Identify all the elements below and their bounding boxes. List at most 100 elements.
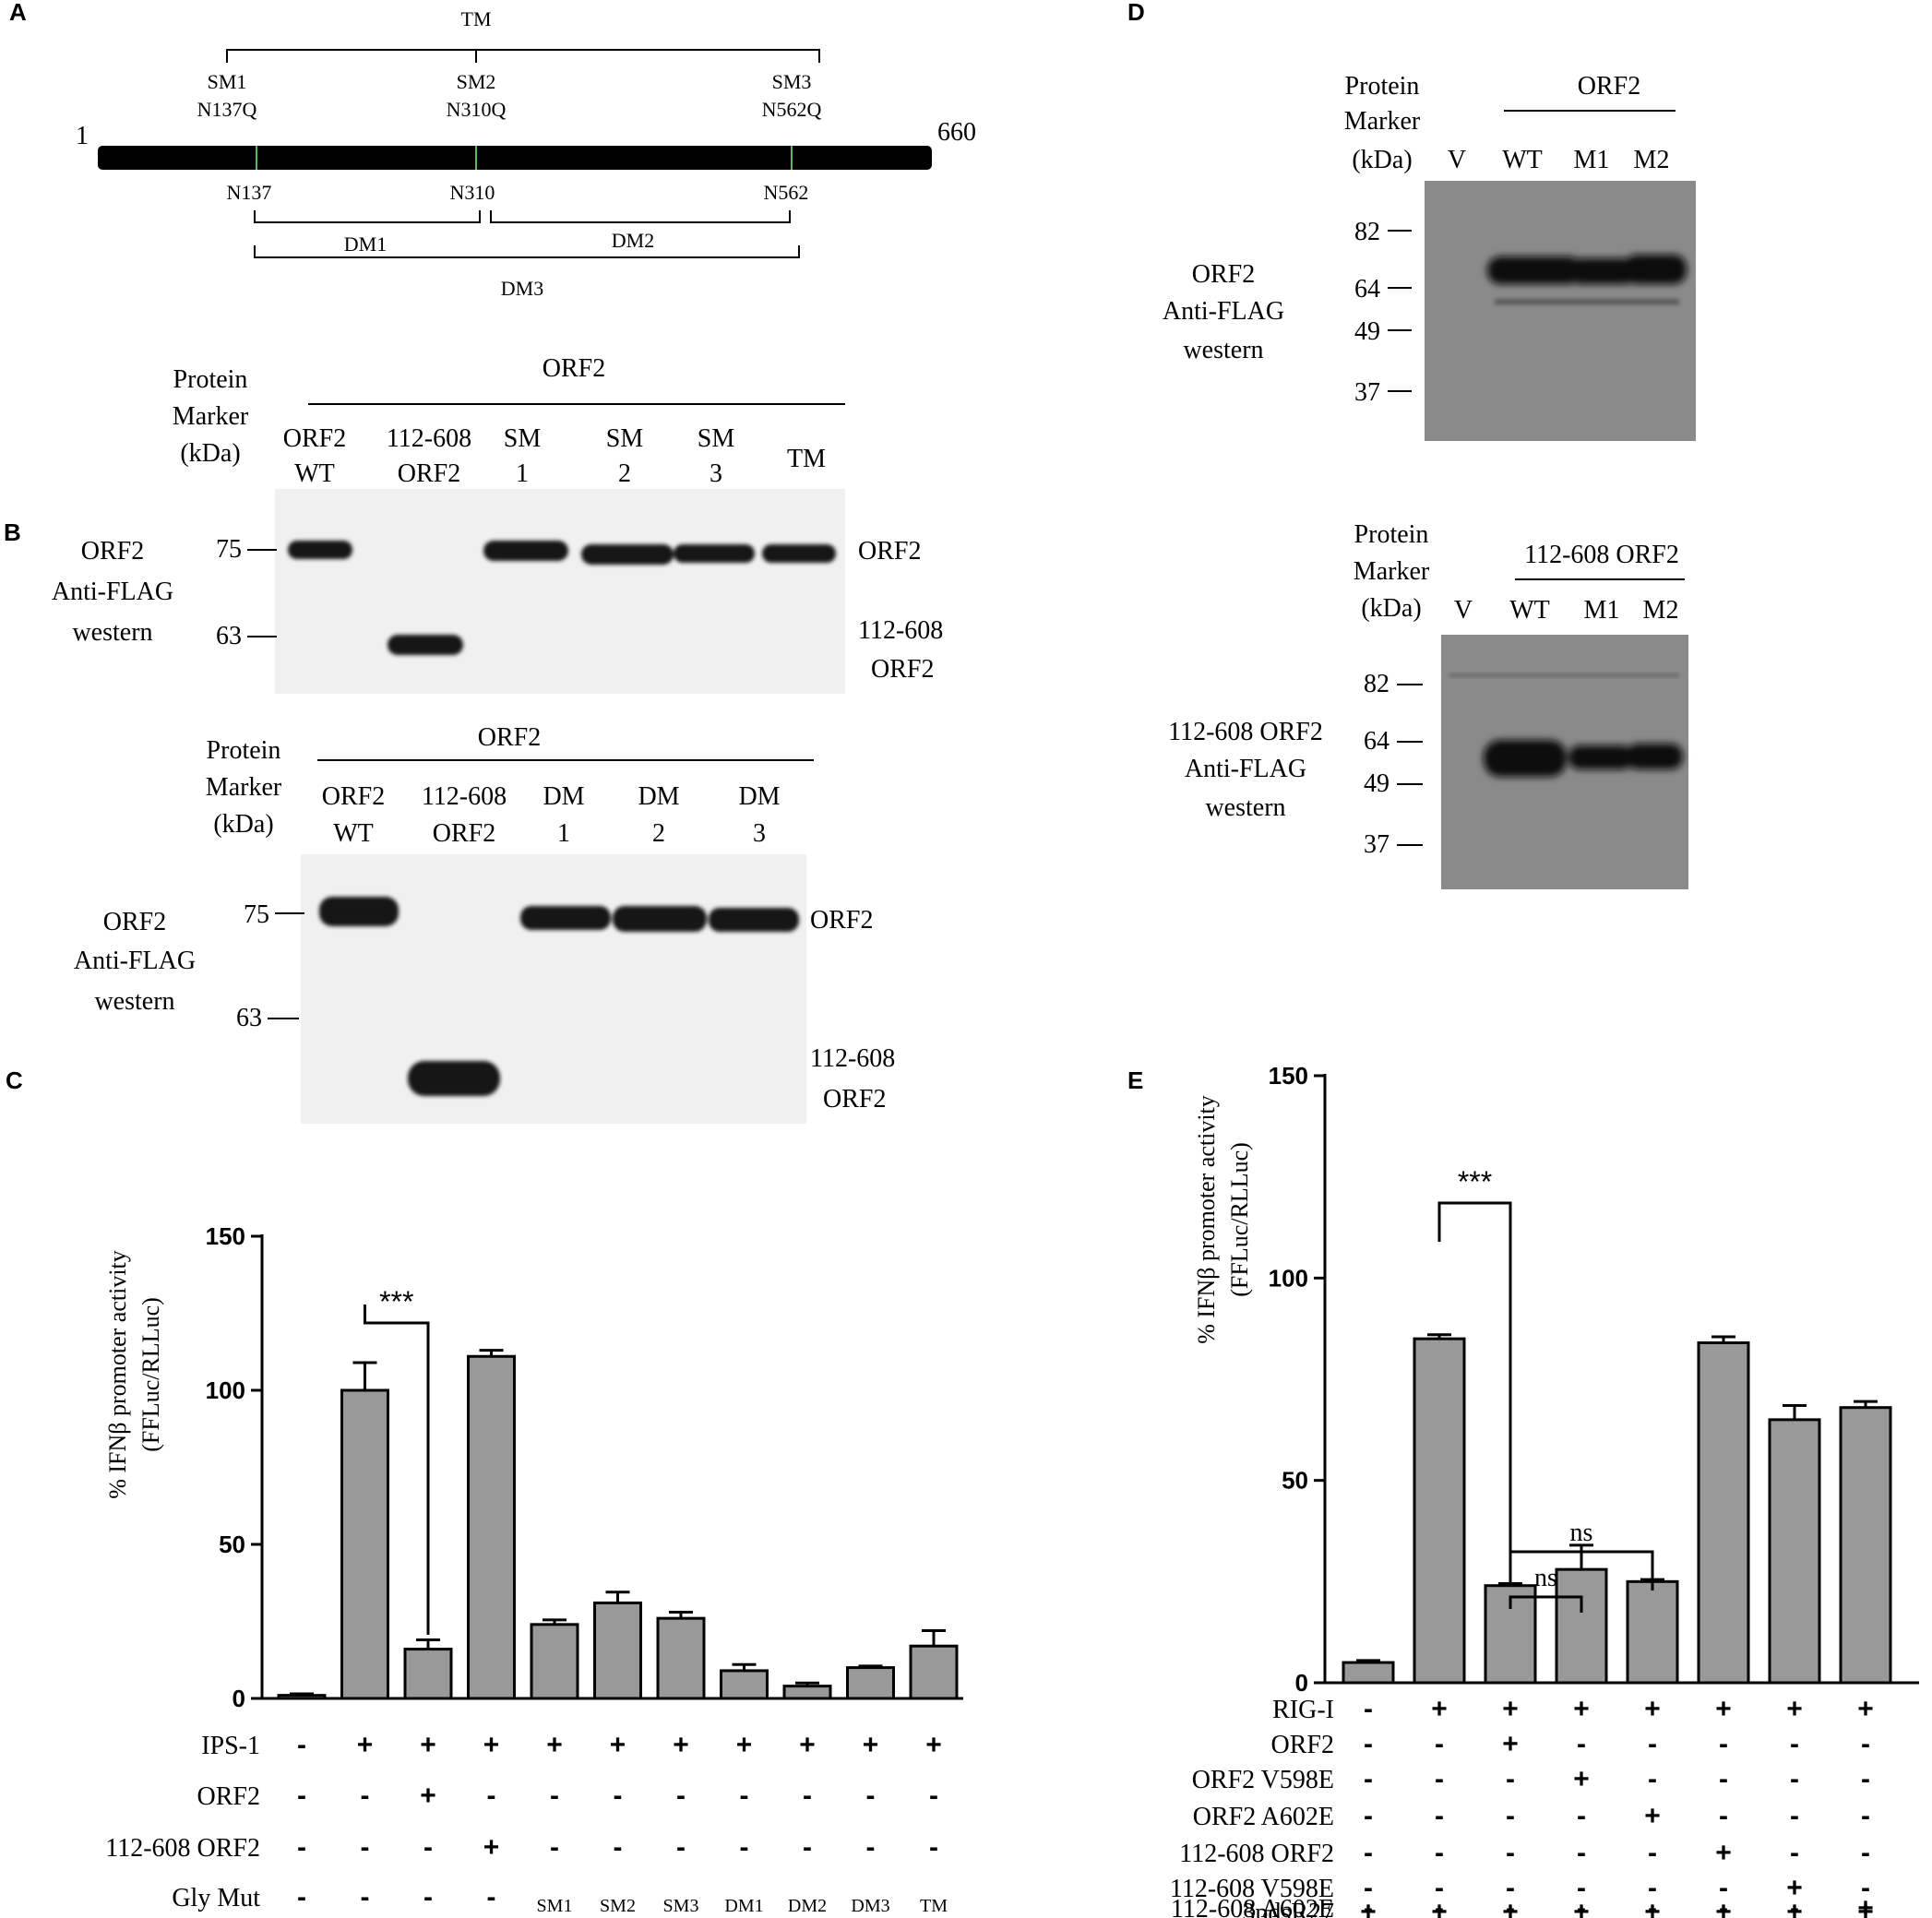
lane-label: 112-608 <box>387 424 471 453</box>
marker-title-line3: (kDa) <box>1352 146 1412 174</box>
significance-bracket <box>364 1304 430 1635</box>
condition-mark: - <box>1435 1729 1444 1759</box>
group-label: ORF2 <box>478 723 541 752</box>
condition-mark: - <box>1506 1801 1515 1831</box>
y-tick-label: 100 <box>206 1376 245 1404</box>
marker-title-line1: Protein <box>1354 520 1429 549</box>
condition-mark: + <box>483 1832 500 1863</box>
condition-label: 112-608 ORF2 <box>1179 1840 1334 1868</box>
condition-mark: + <box>1502 1729 1519 1759</box>
condition-mark: - <box>1364 1893 1373 1918</box>
site-sm3-mut: N562Q <box>762 98 822 121</box>
group-label: ORF2 <box>1578 72 1640 101</box>
site-n137: N137 <box>227 181 272 204</box>
significance-label: ns <box>1534 1564 1557 1592</box>
lane-label: WT <box>294 459 335 488</box>
lane-label: M1 <box>1574 146 1610 174</box>
significance-label: *** <box>1458 1165 1492 1198</box>
condition-mark: + <box>357 1730 374 1760</box>
y-tick-label: 150 <box>206 1222 245 1250</box>
condition-mark: - <box>1790 1764 1799 1794</box>
lane-label: V <box>1454 596 1473 625</box>
band-label-orf2: ORF2 <box>810 906 873 935</box>
band <box>408 1061 500 1096</box>
bar <box>1626 1579 1679 1685</box>
condition-mark: - <box>1364 1764 1373 1794</box>
panel-letter-c: C <box>6 1066 23 1094</box>
panel-letter-b: B <box>4 518 21 546</box>
condition-mark: - <box>614 1832 623 1863</box>
y-tick-label: 0 <box>1295 1669 1308 1697</box>
condition-mark: - <box>1719 1729 1728 1759</box>
condition-mark: + <box>925 1730 942 1760</box>
condition-mark: - <box>1506 1893 1515 1918</box>
condition-label: ORF2 V598E <box>1192 1766 1334 1794</box>
condition-mark: - <box>1364 1801 1373 1831</box>
condition-mark: - <box>1648 1729 1657 1759</box>
lane-label: 1 <box>516 459 529 488</box>
marker-title-line1: Protein <box>1345 72 1420 101</box>
bar <box>1555 1567 1608 1685</box>
marker-37: 37 <box>1364 830 1389 859</box>
band-label-112-608: 112-608 <box>810 1044 895 1073</box>
condition-label: 112-608 V598E <box>1170 1875 1334 1903</box>
condition-mark: + <box>1786 1897 1803 1918</box>
condition-mark: + <box>863 1730 879 1760</box>
band <box>520 906 611 930</box>
marker-title-line2: Marker <box>1354 557 1430 586</box>
marker-75: 75 <box>244 900 269 929</box>
significance-bracket <box>1437 1201 1512 1585</box>
band <box>288 541 352 559</box>
lane-label: ORF2 <box>398 459 460 488</box>
condition-mark: - <box>929 1781 938 1811</box>
condition-mark: + <box>1857 1897 1874 1918</box>
bar <box>656 1616 706 1700</box>
band <box>483 541 568 561</box>
site-sm1-mut: N137Q <box>197 98 257 121</box>
marker-82: 82 <box>1364 670 1389 698</box>
blot-side-label: western <box>1183 336 1263 364</box>
condition-label: ORF2 <box>197 1782 260 1811</box>
group-label: 112-608 ORF2 <box>1524 541 1679 569</box>
condition-mark: + <box>673 1730 689 1760</box>
blot-b1: Protein Marker (kDa) ORF2 ORF2 WT 112-60… <box>52 354 943 694</box>
blot-side-label: ORF2 <box>81 537 144 566</box>
condition-mark: + <box>736 1730 753 1760</box>
condition-mark: - <box>423 1832 433 1863</box>
bar <box>467 1354 516 1700</box>
condition-mark: - <box>1577 1801 1586 1831</box>
site-sm2-mut: N310Q <box>447 98 507 121</box>
site-n310: N310 <box>450 181 495 204</box>
condition-mark: - <box>1790 1893 1799 1918</box>
condition-label: ORF2 A602E <box>1193 1803 1334 1831</box>
marker-title-line1: Protein <box>207 736 281 765</box>
condition-label: 3pdsR27 <box>1242 1899 1334 1918</box>
condition-mark: + <box>420 1781 436 1811</box>
bar <box>1413 1337 1466 1685</box>
blot-membrane <box>301 854 806 1124</box>
condition-mark: - <box>1719 1893 1728 1918</box>
blot-bands <box>319 897 799 1096</box>
lane-label: 1 <box>557 819 570 848</box>
y-axis-label: % IFNβ promoter activity <box>1193 1095 1220 1344</box>
condition-mark: - <box>297 1781 306 1811</box>
y-axis-label-units: (FFLuc/RLLuc) <box>1226 1142 1253 1297</box>
marker-title-line2: Marker <box>206 773 282 802</box>
panel-b-western-blots: B Protein Marker (kDa) ORF2 ORF2 WT 112-… <box>4 354 943 1124</box>
bar <box>530 1623 579 1700</box>
lane-label: M2 <box>1643 596 1679 625</box>
condition-mark: SM2 <box>600 1896 636 1916</box>
condition-mark: - <box>1648 1764 1657 1794</box>
condition-mark: + <box>1573 1694 1590 1724</box>
lane-label: DM <box>638 782 679 811</box>
condition-mark: - <box>1648 1873 1657 1903</box>
condition-label: IPS-1 <box>201 1732 260 1760</box>
condition-mark: DM1 <box>724 1896 763 1916</box>
condition-mark: + <box>1502 1694 1519 1724</box>
condition-mark: - <box>1435 1801 1444 1831</box>
blot-membrane <box>275 489 845 694</box>
lane-label: DM <box>543 782 584 811</box>
condition-mark: - <box>929 1832 938 1863</box>
band <box>674 544 755 563</box>
